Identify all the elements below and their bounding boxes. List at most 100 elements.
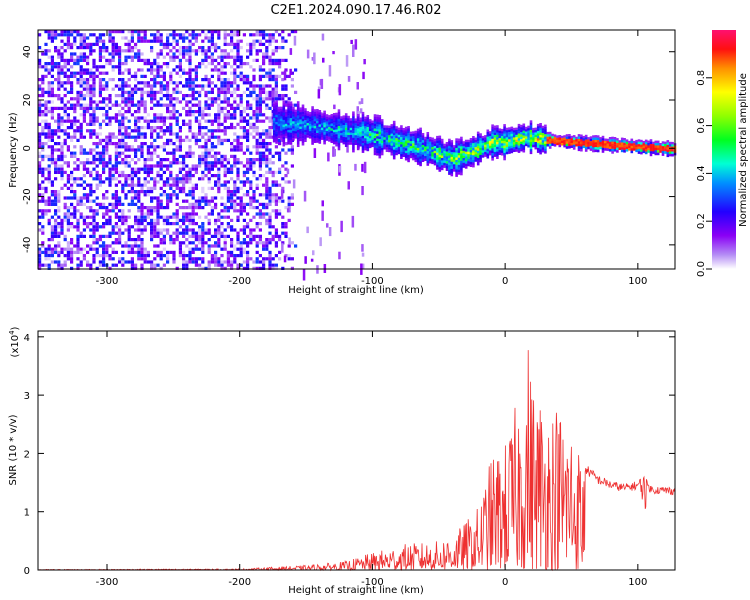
spec-noise-cell	[47, 244, 51, 248]
spec-ridge-cell	[320, 113, 324, 116]
spec-noise-cell	[66, 225, 70, 229]
spec-noise-cell	[169, 42, 173, 46]
spec-noise-cell	[217, 87, 221, 91]
spec-noise-cell	[162, 132, 166, 136]
spec-noise-cell	[191, 234, 195, 238]
spec-ridge-cell	[277, 111, 281, 115]
spec-noise-cell	[140, 142, 144, 146]
spec-noise-cell	[130, 177, 134, 181]
spec-ridge-cell	[440, 165, 444, 168]
spec-noise-cell	[140, 228, 144, 232]
spec-ridge-cell	[428, 139, 432, 142]
spec-noise-cell	[201, 199, 205, 203]
spec-ridge-cell	[544, 136, 547, 140]
spec-noise-cell	[44, 65, 48, 69]
spec-noise-cell	[265, 135, 269, 139]
spec-noise-cell	[217, 190, 221, 194]
spec-ridge-cell	[536, 123, 540, 127]
spec-noise-cell	[124, 36, 128, 40]
spec-noise-cell	[70, 84, 74, 88]
spec-noise-cell	[105, 87, 109, 91]
spec-noise-cell	[118, 234, 122, 238]
spec-ridge-cell	[364, 145, 367, 148]
spec-noise-cell	[70, 250, 74, 254]
spec-noise-cell	[143, 206, 147, 210]
spec-noise-cell	[79, 78, 83, 82]
spec-noise-cell	[284, 84, 288, 88]
spec-noise-cell	[137, 49, 141, 53]
spec-noise-cell	[274, 241, 278, 245]
spec-ridge-cell	[316, 123, 319, 126]
spec-ridge-cell	[594, 137, 598, 141]
spec-noise-cell	[220, 222, 224, 226]
spec-noise-cell	[57, 196, 61, 200]
spec-ridge-cell	[378, 139, 382, 142]
spec-noise-cell	[41, 196, 45, 200]
spec-noise-cell	[239, 39, 243, 43]
spec-ridge-cell	[488, 131, 492, 134]
spec-ridge-cell	[493, 137, 497, 141]
spec-ridge-cell	[527, 140, 530, 143]
spec-noise-cell	[175, 110, 179, 114]
spec-noise-cell	[265, 158, 269, 162]
spec-noise-cell	[44, 113, 48, 117]
spec-noise-cell	[361, 244, 364, 252]
spec-noise-cell	[130, 97, 134, 101]
spec-ridge-cell	[328, 115, 331, 118]
spec-noise-cell	[262, 113, 266, 117]
spec-noise-cell	[92, 148, 96, 152]
spec-noise-cell	[178, 58, 182, 62]
spec-noise-cell	[73, 58, 77, 62]
spec-noise-cell	[249, 238, 253, 242]
spec-ridge-cell	[464, 156, 468, 160]
spec-noise-cell	[162, 103, 166, 107]
spec-noise-cell	[220, 164, 224, 168]
spec-ridge-cell	[277, 106, 281, 110]
spec-noise-cell	[156, 231, 160, 235]
spec-noise-cell	[153, 148, 157, 152]
spec-ridge-cell	[577, 148, 581, 152]
spec-noise-cell	[185, 244, 189, 248]
spec-ridge-cell	[582, 143, 586, 146]
spec-ridge-cell	[366, 117, 370, 120]
spec-noise-cell	[210, 154, 214, 158]
spec-ridge-cell	[508, 146, 511, 150]
spec-ridge-cell	[320, 137, 324, 140]
spec-noise-cell	[191, 30, 195, 34]
spec-ridge-cell	[450, 159, 454, 162]
spec-noise-cell	[194, 186, 198, 190]
spec-noise-cell	[70, 74, 74, 78]
spec-ridge-cell	[289, 108, 293, 112]
spec-ridge-cell	[500, 140, 504, 144]
spec-noise-cell	[265, 244, 269, 248]
spec-noise-cell	[217, 238, 221, 242]
spec-ridge-cell	[352, 135, 355, 138]
spec-noise-cell	[118, 52, 122, 56]
spec-noise-cell	[236, 202, 240, 206]
spec-noise-cell	[258, 42, 262, 46]
spec-ridge-cell	[306, 118, 310, 121]
spec-ridge-cell	[450, 140, 454, 143]
spec-ridge-cell	[428, 148, 432, 152]
spec-noise-cell	[105, 62, 109, 66]
spec-noise-cell	[169, 122, 173, 126]
spec-noise-cell	[127, 97, 131, 101]
spec-ridge-cell	[481, 150, 485, 153]
spec-noise-cell	[118, 126, 122, 130]
spec-ridge-cell	[476, 160, 480, 163]
spec-ridge-cell	[385, 125, 389, 128]
spec-noise-cell	[159, 145, 163, 149]
spec-noise-cell	[284, 174, 288, 178]
spec-ridge-cell	[294, 114, 298, 117]
spec-noise-cell	[201, 228, 205, 232]
spec-noise-cell	[223, 202, 227, 206]
spec-noise-cell	[121, 250, 125, 254]
spec-ridge-cell	[378, 129, 382, 132]
spec-noise-cell	[150, 145, 154, 149]
spec-ridge-cell	[337, 145, 341, 148]
spec-noise-cell	[66, 244, 70, 248]
spec-noise-cell	[162, 62, 166, 66]
spec-ridge-cell	[349, 118, 353, 121]
spec-noise-cell	[124, 68, 128, 72]
spec-noise-cell	[41, 209, 45, 213]
